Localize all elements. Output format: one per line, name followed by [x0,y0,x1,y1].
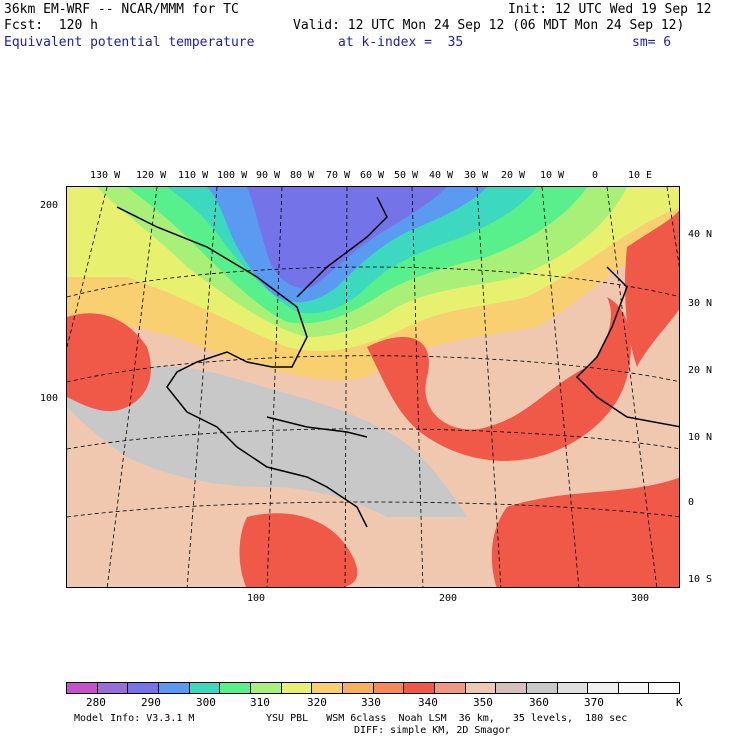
colorbar-swatch [649,683,680,693]
lon-label: 30 W [464,170,489,181]
colorbar [66,682,680,694]
stream-340-east [625,210,679,367]
lon-label: 130 W [90,170,121,181]
colorbar-swatch [342,683,374,693]
lon-label: 20 W [501,170,526,181]
level-info: at k-index = 35 [338,35,464,50]
lon-label: 10 W [540,170,565,181]
colorbar-label: 340 [418,696,438,709]
colorbar-swatch [373,683,405,693]
lon-label: 50 W [394,170,419,181]
coastlines [116,196,679,528]
grid-x-label: 300 [631,593,650,604]
colorbar-swatch [526,683,558,693]
stream-340 [367,297,631,461]
forecast-hour: Fcst: 120 h [4,18,98,33]
lat-label: 10 S [688,574,713,585]
colorbar-swatch [434,683,466,693]
band-360 [67,365,467,517]
title-line-left: 36km EM-WRF -- NCAR/MMM for TC [4,2,239,17]
lat-label: 40 N [688,229,713,240]
colorbar-swatch [588,683,619,693]
colorbar-label: 330 [361,696,381,709]
colorbar-swatch [128,683,159,693]
lon-label: 40 W [429,170,454,181]
grid-y-label: 100 [40,393,59,404]
colorbar-label: 360 [529,696,549,709]
colorbar-unit: K [676,696,683,709]
lon-label: 70 W [326,170,351,181]
lon-label: 60 W [360,170,385,181]
colorbar-swatch [220,683,251,693]
lat-label: 30 N [688,298,713,309]
grid-x-label: 200 [439,593,458,604]
lon-label: 100 W [217,170,248,181]
colorbar-label: 350 [473,696,493,709]
init-time: Init: 12 UTC Wed 19 Sep 12 [508,2,712,17]
colorbar-swatch [404,683,435,693]
colorbar-label: 280 [86,696,106,709]
colorbar-swatch [281,683,313,693]
lon-label: 110 W [178,170,209,181]
colorbar-swatch [97,683,129,693]
colorbar-swatch [465,683,497,693]
model-info: Model Info: V3.3.1 M [74,713,195,724]
colorbar-label: 310 [250,696,270,709]
stream-340-west [67,313,151,412]
physics-info: YSU PBL WSM 6class Noah LSM 36 km, 35 le… [266,713,628,724]
stream-340-se [491,477,679,587]
graticule [67,187,679,587]
lat-label: 20 N [688,365,713,376]
colorbar-swatch [67,683,98,693]
lat-label: 0 [688,497,695,508]
valid-time: Valid: 12 UTC Mon 24 Sep 12 (06 MDT Mon … [293,18,685,33]
colorbar-swatch [496,683,527,693]
grid-y-label: 200 [40,200,59,211]
colorbar-swatch [158,683,190,693]
lon-label: 120 W [136,170,167,181]
colorbar-swatch [618,683,650,693]
colorbar-swatch [250,683,282,693]
field-name: Equivalent potential temperature [4,35,255,50]
grid-x-label: 100 [247,593,266,604]
smoothing-info: sm= 6 [632,35,672,50]
colorbar-label: 300 [196,696,216,709]
colorbar-label: 320 [307,696,327,709]
colorbar-label: 370 [584,696,604,709]
lon-label: 10 E [628,170,653,181]
lon-label: 80 W [290,170,315,181]
lat-label: 10 N [688,432,713,443]
theta-e-map [67,187,679,587]
colorbar-swatch [312,683,343,693]
colorbar-swatch [189,683,221,693]
colorbar-label: 290 [141,696,161,709]
lon-label: 90 W [256,170,281,181]
lon-label: 0 [592,170,599,181]
map-panel [66,186,680,588]
colorbar-swatch [557,683,589,693]
diffusion-info: DIFF: simple KM, 2D Smagor [354,725,511,736]
